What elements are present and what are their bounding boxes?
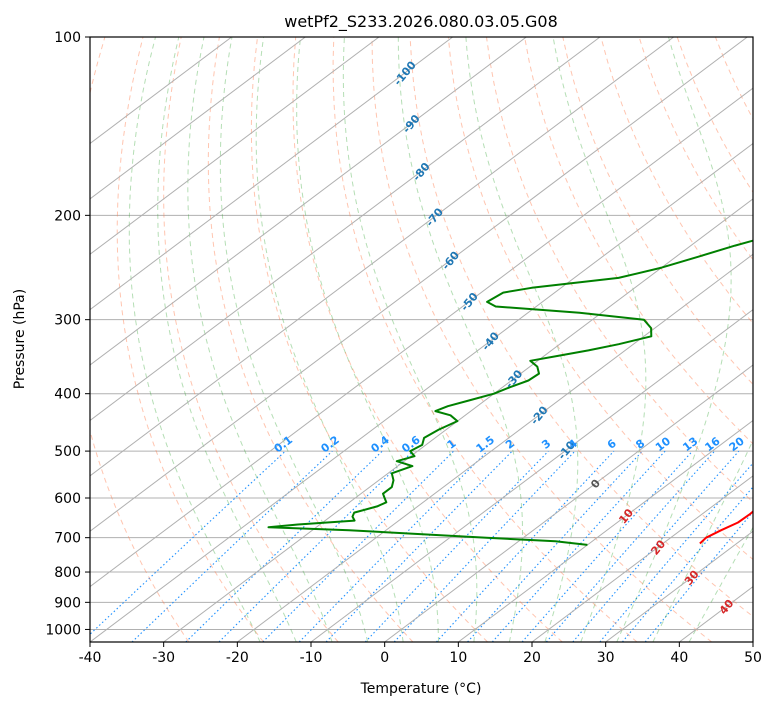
y-tick-label: 700 bbox=[54, 531, 81, 547]
isotherm-line bbox=[90, 142, 753, 642]
dry-adiabat bbox=[447, 37, 753, 561]
isotherm-line bbox=[90, 37, 527, 366]
moist-adiabat bbox=[157, 37, 297, 642]
moist-adiabat bbox=[652, 439, 753, 642]
mixing-ratio-label: 25 bbox=[751, 435, 771, 455]
y-tick-label: 1000 bbox=[45, 622, 81, 638]
moist-adiabat bbox=[187, 37, 333, 642]
x-tick-label: 30 bbox=[597, 650, 615, 666]
chart-title: wetPf2_S233.2026.080.03.05.G08 bbox=[284, 12, 558, 32]
x-axis-ticks: -40 -30 -20 -10 0 10 20 30 40 50 bbox=[79, 642, 762, 666]
moist-adiabat bbox=[342, 37, 478, 642]
dry-adiabat bbox=[409, 37, 753, 618]
mixing-ratio-line bbox=[131, 450, 333, 642]
x-axis-title: Temperature (°C) bbox=[360, 681, 482, 697]
plot-area: -100-90-80-70-60-50-40-30-20-10010203040… bbox=[90, 37, 771, 642]
mixing-ratio-line bbox=[621, 486, 753, 642]
isotherm-line bbox=[384, 364, 753, 642]
mixing-ratio-line bbox=[435, 450, 615, 642]
y-tick-label: 100 bbox=[54, 30, 81, 46]
isotherm-line bbox=[90, 37, 674, 477]
y-tick-label: 800 bbox=[54, 565, 81, 581]
x-tick-label: 50 bbox=[744, 650, 762, 666]
mixing-ratio-line bbox=[545, 450, 716, 642]
isotherm-line bbox=[90, 87, 753, 588]
isotherm-line bbox=[531, 475, 753, 642]
y-tick-label: 200 bbox=[54, 208, 81, 224]
moist-adiabat bbox=[552, 37, 647, 642]
mixing-ratio-line bbox=[218, 450, 414, 642]
isotherm-line bbox=[90, 37, 453, 311]
mixing-ratio-line bbox=[467, 450, 643, 642]
y-tick-label: 300 bbox=[54, 313, 81, 329]
moist-adiabat bbox=[688, 526, 753, 642]
mixing-ratio-line bbox=[364, 450, 549, 642]
dry-adiabat bbox=[332, 37, 638, 642]
profiles bbox=[267, 239, 753, 546]
mixing-ratio-line bbox=[325, 450, 513, 642]
dry-adiabat bbox=[90, 37, 190, 642]
moist-adiabat bbox=[465, 37, 579, 642]
dewpoint-profile bbox=[267, 239, 753, 546]
mixing-ratio-line bbox=[521, 450, 693, 642]
x-tick-label: -40 bbox=[79, 650, 102, 666]
dry-adiabat bbox=[207, 37, 414, 642]
x-tick-label: 0 bbox=[380, 650, 389, 666]
dry-adiabat bbox=[486, 37, 753, 503]
isotherm-line bbox=[90, 37, 306, 200]
isotherm-line bbox=[605, 530, 753, 642]
isotherm-line bbox=[90, 37, 232, 145]
mixing-ratio-line bbox=[262, 450, 455, 642]
x-tick-label: -10 bbox=[300, 650, 323, 666]
moist-adiabat bbox=[296, 37, 439, 642]
y-tick-label: 400 bbox=[54, 387, 81, 403]
mixing-ratio-line bbox=[298, 450, 488, 642]
moist-adiabat bbox=[128, 37, 261, 642]
x-tick-label: -30 bbox=[152, 650, 175, 666]
dry-adiabat bbox=[116, 37, 264, 642]
dry-adiabat bbox=[292, 37, 563, 642]
x-tick-label: 40 bbox=[670, 650, 688, 666]
isotherm-line bbox=[458, 419, 753, 642]
y-axis-title: Pressure (hPa) bbox=[12, 289, 28, 389]
dry-adiabat bbox=[250, 37, 488, 642]
moist-adiabats bbox=[128, 37, 753, 642]
moist-adiabat bbox=[219, 37, 369, 642]
isotherm-line bbox=[90, 37, 748, 532]
y-tick-label: 500 bbox=[54, 444, 81, 460]
isotherms bbox=[90, 37, 753, 642]
x-tick-label: -20 bbox=[226, 650, 249, 666]
moist-adiabat bbox=[397, 37, 523, 642]
x-tick-label: 20 bbox=[523, 650, 541, 666]
moist-adiabat bbox=[616, 37, 732, 642]
isotherm-line bbox=[310, 309, 753, 642]
isotherm-line bbox=[90, 37, 601, 422]
y-tick-label: 600 bbox=[54, 491, 81, 507]
isotherm-line bbox=[90, 37, 380, 255]
moist-adiabat bbox=[255, 37, 404, 642]
plot-frame bbox=[89, 36, 754, 643]
isotherm-line bbox=[163, 198, 753, 642]
x-tick-label: 10 bbox=[449, 650, 467, 666]
pressure-grid bbox=[90, 37, 753, 630]
y-axis-ticks: 100 200 300 400 500 600 700 800 900 1000 bbox=[45, 30, 90, 638]
y-tick-label: 900 bbox=[54, 595, 81, 611]
